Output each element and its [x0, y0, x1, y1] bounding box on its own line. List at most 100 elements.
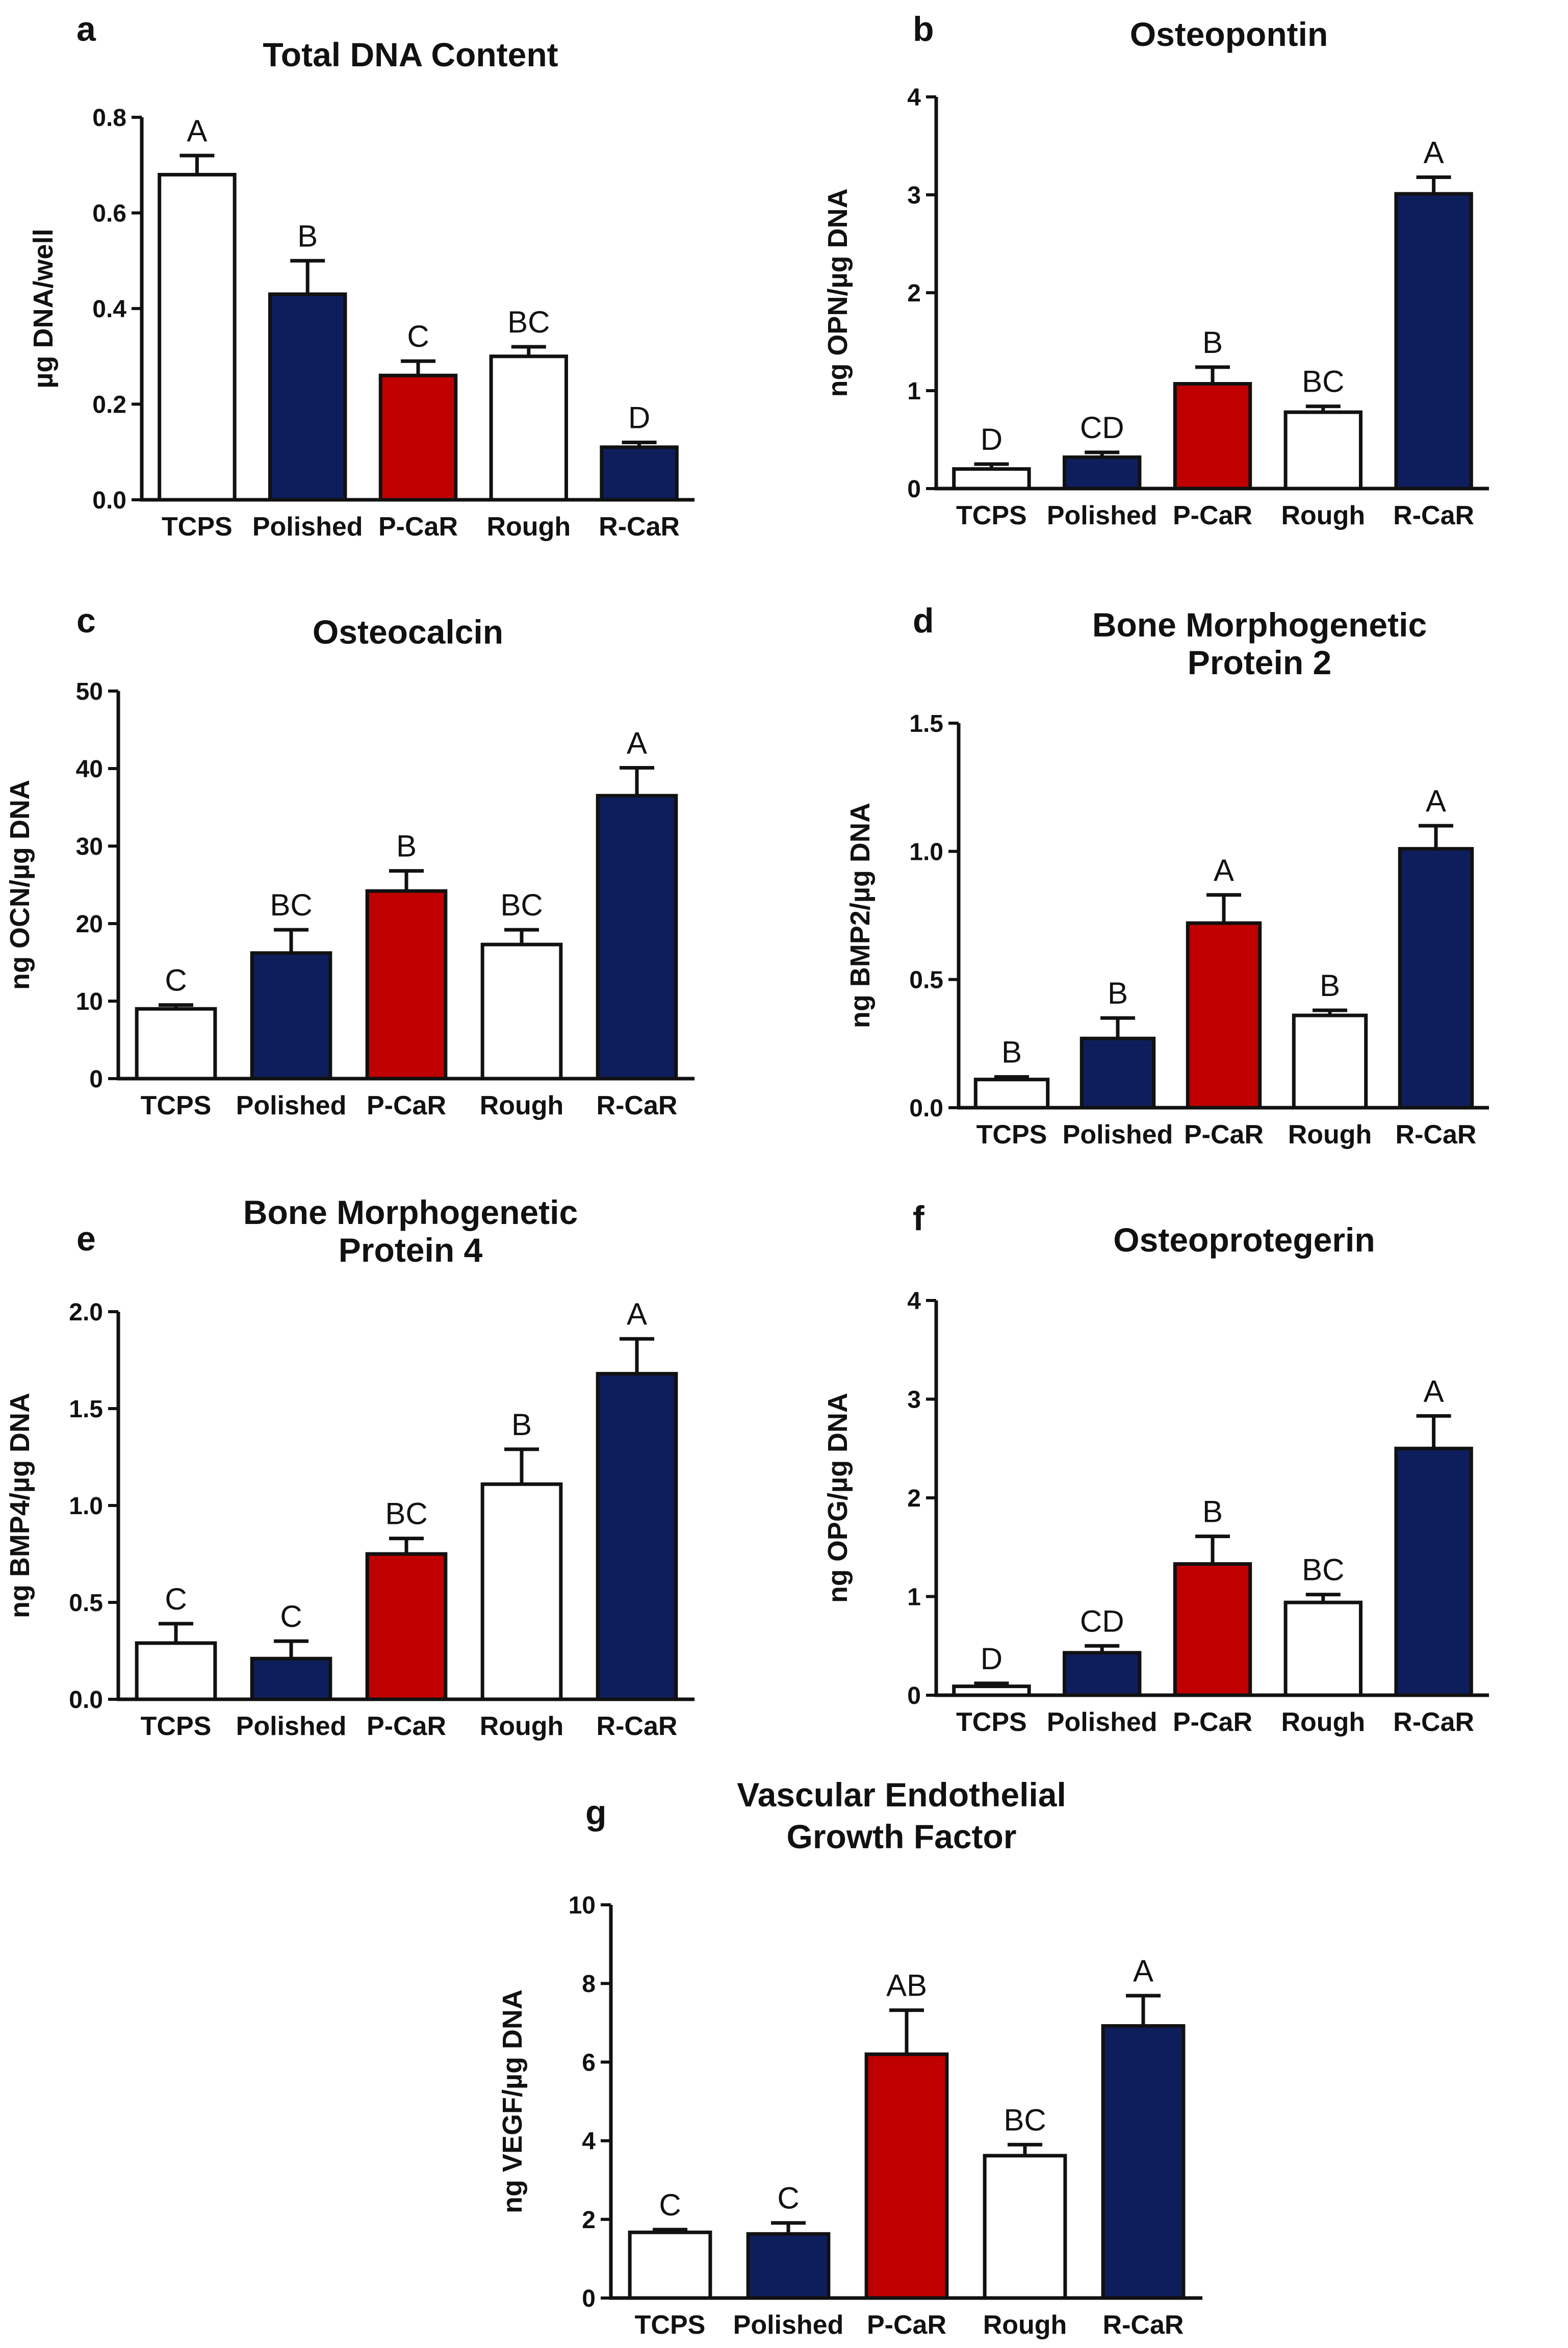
bar-rough	[983, 2154, 1067, 2300]
y-tick-label: 4	[907, 84, 921, 111]
panel-g: g Vascular Endothelial Growth Factor ng VEG…	[497, 1776, 1202, 2340]
panel-label: c	[76, 601, 96, 640]
x-tick-label: Polished	[1063, 1120, 1173, 1150]
panel-label: f	[913, 1199, 924, 1238]
bar-polished	[250, 1656, 332, 1701]
bar-tcps	[952, 1685, 1031, 1697]
panel-f: f Osteoprotegerin ng OPG/µg DNA 0 1 2 3 4 D TCPS C…	[822, 1199, 1489, 1737]
chart-title: Osteocalcin	[313, 613, 503, 651]
significance-letter: A	[1424, 135, 1444, 169]
significance-letter: C	[777, 2181, 799, 2215]
significance-letter: A	[1424, 1374, 1444, 1408]
bar-rough	[480, 942, 563, 1081]
x-tick-label: P-CaR	[867, 2310, 946, 2340]
panel-label: a	[76, 10, 96, 48]
x-tick-label: P-CaR	[367, 1091, 446, 1120]
y-tick-label: 0.5	[69, 1590, 103, 1617]
significance-letter: CD	[1080, 1604, 1124, 1638]
bar-polished	[1062, 455, 1142, 491]
panel-label: d	[913, 601, 934, 640]
significance-letter: BC	[1302, 365, 1344, 399]
x-tick-label: Rough	[1288, 1120, 1372, 1150]
x-tick-label: P-CaR	[1173, 501, 1252, 530]
x-tick-label: Rough	[1281, 501, 1365, 530]
x-tick-label: TCPS	[162, 512, 233, 542]
y-tick-label: 1	[907, 378, 921, 405]
significance-letter: D	[628, 401, 650, 435]
bar-polished	[746, 2232, 831, 2300]
y-axis-label: ng BMP2/µg DNA	[845, 803, 876, 1028]
x-tick-label: R-CaR	[1393, 501, 1474, 530]
bar-r-car	[1394, 1446, 1473, 1697]
x-tick-label: Rough	[983, 2310, 1067, 2340]
y-tick-label: 0.2	[92, 392, 126, 419]
y-tick-label: 0.0	[909, 1095, 943, 1122]
x-tick-label: Polished	[1047, 501, 1158, 530]
x-tick-label: TCPS	[956, 501, 1027, 530]
y-tick-label: 0.8	[92, 105, 126, 132]
bar-rough	[480, 1482, 563, 1701]
significance-letter: BC	[500, 888, 543, 922]
significance-letter: AB	[886, 1969, 927, 2003]
y-axis-label: ng VEGF/µg DNA	[497, 1989, 528, 2213]
significance-letter: CD	[1080, 411, 1124, 445]
significance-letter: A	[1214, 853, 1234, 887]
y-tick-label: 0.0	[69, 1687, 103, 1714]
y-tick-label: 0	[907, 1682, 921, 1709]
significance-letter: B	[297, 219, 318, 253]
chart-title: Protein 4	[339, 1231, 483, 1269]
panel-a: a Total DNA Content µg DNA/well 0.0 0.2 0.4 0.…	[28, 10, 695, 542]
bar-r-car	[596, 1372, 678, 1701]
x-tick-label: R-CaR	[597, 1091, 678, 1120]
bar-polished	[1079, 1036, 1156, 1110]
bar-tcps	[135, 1007, 217, 1081]
bar-polished	[1062, 1651, 1142, 1697]
significance-letter: D	[981, 1642, 1003, 1676]
x-tick-label: Rough	[480, 1712, 564, 1741]
bar-p-car	[1173, 1562, 1252, 1697]
bar-rough	[1283, 410, 1363, 491]
chart-title: Total DNA Content	[263, 36, 558, 73]
bar-r-car	[1394, 192, 1473, 491]
x-tick-label: R-CaR	[599, 512, 680, 542]
y-tick-label: 2.0	[69, 1299, 103, 1326]
chart-title: Bone Morphogenetic	[243, 1193, 578, 1231]
significance-letter: A	[187, 114, 207, 148]
y-tick-label: 3	[907, 1387, 921, 1414]
significance-letter: C	[165, 963, 187, 998]
significance-letter: BC	[1302, 1553, 1344, 1587]
chart-title: Osteopontin	[1130, 15, 1328, 53]
panel-b: b Osteopontin ng OPN/µg DNA 0 1 2 3 4 D TCPS CD Pol…	[822, 10, 1489, 530]
y-tick-label: 40	[76, 756, 103, 783]
panel-label: b	[913, 10, 934, 48]
bar-p-car	[1186, 921, 1262, 1110]
chart-title: Protein 2	[1188, 644, 1331, 681]
x-tick-label: R-CaR	[1103, 2310, 1184, 2340]
y-tick-label: 0.5	[909, 967, 943, 994]
x-tick-label: R-CaR	[597, 1712, 678, 1741]
bar-p-car	[378, 373, 458, 502]
y-tick-label: 2	[907, 1485, 921, 1512]
y-tick-label: 2	[907, 280, 921, 307]
x-tick-label: P-CaR	[378, 512, 458, 542]
y-tick-label: 30	[76, 833, 103, 860]
bar-polished	[268, 292, 347, 502]
x-tick-label: Polished	[236, 1091, 347, 1120]
y-axis-label: ng OPG/µg DNA	[822, 1393, 853, 1603]
y-tick-label: 0.0	[92, 487, 126, 514]
significance-letter: C	[280, 1599, 302, 1634]
bar-p-car	[864, 2052, 949, 2300]
x-tick-label: P-CaR	[367, 1712, 446, 1741]
bar-polished	[250, 951, 332, 1081]
y-tick-label: 3	[907, 182, 921, 209]
x-tick-label: TCPS	[956, 1707, 1027, 1737]
bar-rough	[489, 354, 569, 502]
significance-letter: C	[407, 319, 429, 353]
significance-letter: A	[627, 726, 647, 760]
x-tick-label: R-CaR	[1396, 1120, 1477, 1150]
y-tick-label: 1	[907, 1584, 921, 1611]
significance-letter: BC	[1004, 2103, 1046, 2137]
x-tick-label: R-CaR	[1393, 1707, 1474, 1737]
bar-r-car	[596, 794, 678, 1081]
